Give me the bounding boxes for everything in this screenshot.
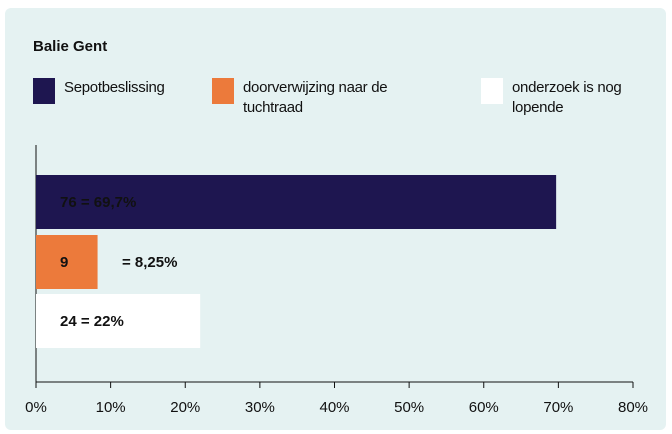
bar-inner-label: 9 — [60, 254, 68, 271]
legend-label: doorverwijzing naar de tuchtraad — [243, 79, 388, 116]
value-label: 24 = 22% — [60, 313, 124, 330]
bar — [36, 235, 98, 289]
legend-label: onderzoek is nog lopende — [512, 79, 622, 116]
legend-swatch — [33, 78, 55, 104]
legend-swatch — [212, 78, 234, 104]
x-tick-label: 0% — [25, 399, 47, 416]
x-tick-label: 10% — [96, 399, 126, 416]
x-tick-label: 80% — [618, 399, 648, 416]
legend-swatch — [481, 78, 503, 104]
value-label: = 8,25% — [122, 254, 177, 271]
x-tick-label: 30% — [245, 399, 275, 416]
value-label: 76 = 69,7% — [60, 194, 136, 211]
bar — [36, 175, 557, 229]
x-tick-label: 20% — [170, 399, 200, 416]
legend-label: Sepotbeslissing — [64, 79, 165, 96]
x-tick-label: 70% — [543, 399, 573, 416]
x-tick-label: 60% — [469, 399, 499, 416]
chart-title: Balie Gent — [33, 38, 107, 55]
bar — [36, 294, 201, 348]
x-tick-label: 40% — [319, 399, 349, 416]
x-tick-label: 50% — [394, 399, 424, 416]
